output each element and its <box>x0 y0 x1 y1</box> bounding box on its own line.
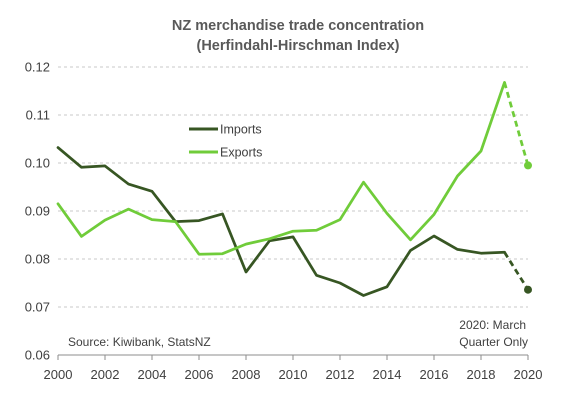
y-axis-ticks: 0.06 0.07 0.08 0.09 0.10 0.11 0.12 <box>25 60 50 363</box>
series-line-exports <box>56 81 506 256</box>
x-tick-label: 2018 <box>467 367 496 382</box>
y-tick-label: 0.11 <box>26 108 50 123</box>
projection-point-imports <box>524 285 532 294</box>
x-tick-label: 2016 <box>420 367 449 382</box>
x-tick-label: 2000 <box>44 367 73 382</box>
grid-lines <box>58 66 528 356</box>
legend-label-exports: Exports <box>220 146 262 160</box>
y-tick-label: 0.10 <box>25 156 50 171</box>
projection-line-exports <box>503 81 530 166</box>
series-layer <box>56 81 532 297</box>
chart-subtitle: (Herfindahl-Hirschman Index) <box>196 38 399 54</box>
y-tick-label: 0.09 <box>25 204 50 219</box>
y-tick-label: 0.08 <box>25 252 50 267</box>
x-tick-label: 2006 <box>185 367 214 382</box>
source-annotation: Source: Kiwibank, StatsNZ <box>68 335 211 349</box>
x-tick-label: 2010 <box>279 367 308 382</box>
legend: Imports Exports <box>189 123 262 160</box>
series-line-imports <box>56 146 506 297</box>
y-tick-label: 0.12 <box>25 60 50 75</box>
x-tick-label: 2020 <box>514 367 543 382</box>
note-annotation-line2: Quarter Only <box>459 335 528 349</box>
chart-title: NZ merchandise trade concentration <box>172 18 424 34</box>
x-tick-label: 2002 <box>91 367 120 382</box>
legend-label-imports: Imports <box>220 123 262 137</box>
x-tick-label: 2008 <box>232 367 261 382</box>
x-axis-ticks: 2000 2002 2004 2006 2008 2010 2012 2014 2016 2018… <box>44 355 543 382</box>
x-tick-label: 2014 <box>373 367 402 382</box>
projection-line-imports <box>503 251 530 291</box>
x-tick-label: 2012 <box>326 367 355 382</box>
x-tick-label: 2004 <box>138 367 167 382</box>
projection-point-exports <box>524 161 532 170</box>
y-tick-label: 0.07 <box>25 300 50 315</box>
note-annotation-line1: 2020: March <box>459 318 526 332</box>
y-tick-label: 0.06 <box>25 348 50 363</box>
